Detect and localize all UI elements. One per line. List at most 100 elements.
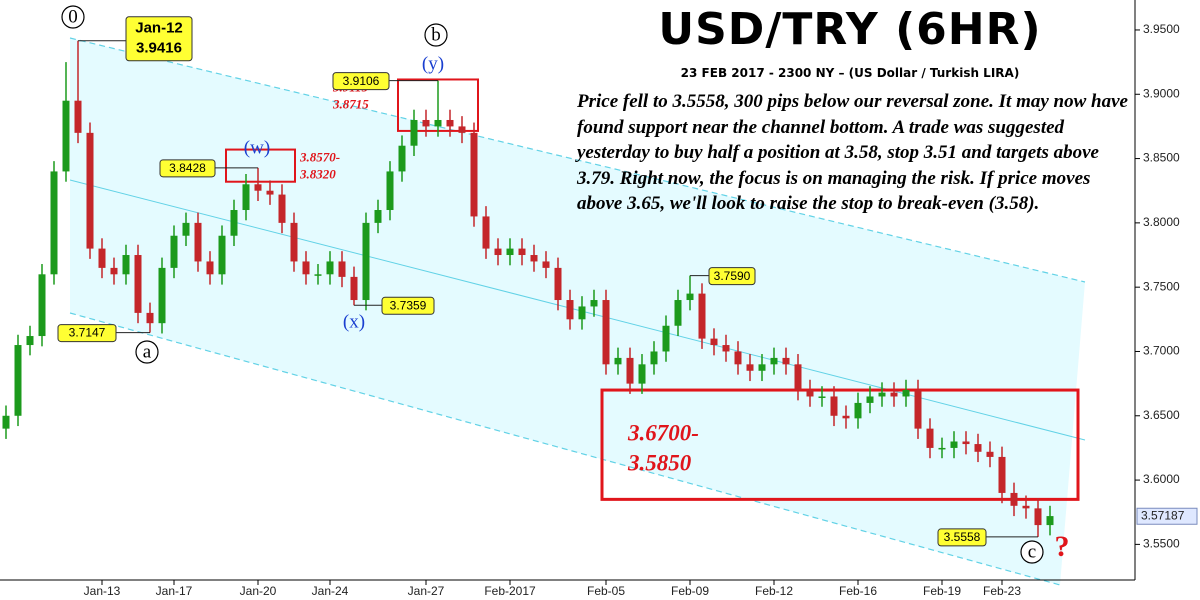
candle-body <box>14 345 22 416</box>
candle-body <box>314 274 322 276</box>
candle-body <box>758 364 766 371</box>
candle-body <box>878 392 886 397</box>
candle-body <box>338 261 346 277</box>
candle-body <box>386 171 394 211</box>
zone-label: 3.8570- <box>299 150 340 165</box>
callout-value: 3.8428 <box>169 161 206 175</box>
candle-body <box>50 171 58 275</box>
candle-body <box>1046 516 1054 526</box>
candle-body <box>902 390 910 397</box>
candle-body <box>686 293 694 301</box>
candle-body <box>458 126 466 133</box>
candle-body <box>230 210 238 236</box>
candle-body <box>1034 508 1042 526</box>
candle-body <box>266 190 274 195</box>
wave-circle <box>1020 540 1044 564</box>
candle-body <box>206 261 214 275</box>
candle-body <box>986 451 994 457</box>
candle-body <box>566 300 574 320</box>
candle-body <box>602 300 610 365</box>
y-tick-label: 3.8000 <box>1143 215 1180 229</box>
candle-body <box>830 396 838 416</box>
x-tick-label: Jan-27 <box>408 584 445 598</box>
chart-title: USD/TRY (6HR) <box>658 4 1042 55</box>
x-tick-label: Jan-13 <box>84 584 121 598</box>
callout-value: 3.7590 <box>714 269 751 283</box>
x-tick-label: Feb-23 <box>983 584 1021 598</box>
candle-body <box>374 210 382 223</box>
candle-body <box>422 119 430 127</box>
candle-body <box>806 390 814 397</box>
zone-label: 3.5850 <box>627 450 692 475</box>
candle-body <box>158 267 166 324</box>
candle-body <box>110 267 118 275</box>
candle-body <box>218 235 226 275</box>
candle-body <box>326 261 334 275</box>
callout-box <box>125 16 193 62</box>
candle-body <box>170 235 178 268</box>
x-tick-label: Feb-2017 <box>484 584 536 598</box>
candle-body <box>554 267 562 301</box>
channel-top <box>69 37 1086 283</box>
candle-body <box>1022 505 1030 509</box>
candle-body <box>134 255 142 313</box>
candle-body <box>782 357 790 365</box>
y-tick-label: 3.6000 <box>1143 472 1180 486</box>
wave-label: c <box>1028 541 1036 562</box>
candle-body <box>482 216 490 249</box>
candle-body <box>770 357 778 365</box>
candle-body <box>890 392 898 397</box>
x-tick-label: Feb-19 <box>923 584 961 598</box>
channel-fill <box>70 38 1085 585</box>
candle-body <box>530 255 538 262</box>
candle-body <box>674 300 682 326</box>
candle-body <box>614 357 622 365</box>
callout-value: 3.9106 <box>343 74 380 88</box>
candle-body <box>62 100 70 172</box>
wave-label: (x) <box>343 311 365 332</box>
x-tick-label: Feb-05 <box>587 584 625 598</box>
candle-body <box>746 364 754 371</box>
candle-body <box>398 145 406 172</box>
x-tick-label: Jan-24 <box>312 584 349 598</box>
y-tick-label: 3.6500 <box>1143 408 1180 422</box>
zone-label: 3.8715 <box>332 96 369 111</box>
callout-value: 3.9416 <box>136 40 182 57</box>
zone-label: 3.8320 <box>299 167 336 182</box>
callout-date: Jan-12 <box>135 20 183 37</box>
y-tick-label: 3.7500 <box>1143 279 1180 293</box>
candle-body <box>194 222 202 262</box>
y-tick-label: 3.9500 <box>1143 22 1180 36</box>
wave-label: 0 <box>68 6 78 27</box>
candle-body <box>122 255 130 275</box>
chart-subtitle: 23 FEB 2017 - 2300 NY – (US Dollar / Tur… <box>680 66 1020 80</box>
callout-box <box>708 267 756 286</box>
candle-body <box>962 441 970 445</box>
candle-body <box>650 351 658 365</box>
candle-body <box>998 456 1006 493</box>
candle-body <box>926 428 934 448</box>
x-tick-label: Feb-12 <box>755 584 793 598</box>
zone-label: 3.6700- <box>627 420 699 445</box>
x-tick-label: Jan-20 <box>240 584 277 598</box>
callout-box <box>332 72 390 91</box>
last-price-label: 3.57187 <box>1141 508 1185 522</box>
callout-value: 3.7359 <box>390 298 427 312</box>
candle-body <box>662 325 670 352</box>
candle-body <box>1010 492 1018 506</box>
y-tick-label: 3.7000 <box>1143 344 1180 358</box>
wave-circle <box>424 23 448 47</box>
candle-body <box>518 248 526 256</box>
wave-label: (y) <box>422 53 444 74</box>
candle-body <box>74 100 82 133</box>
zone-box <box>225 148 296 183</box>
candle-body <box>2 415 10 429</box>
wave-circle <box>61 5 85 29</box>
candle-body <box>242 184 250 211</box>
candle-body <box>290 222 298 262</box>
candle-body <box>254 184 262 191</box>
candle-body <box>278 194 286 223</box>
candle-body <box>974 444 982 452</box>
wave-label: b <box>431 24 441 45</box>
